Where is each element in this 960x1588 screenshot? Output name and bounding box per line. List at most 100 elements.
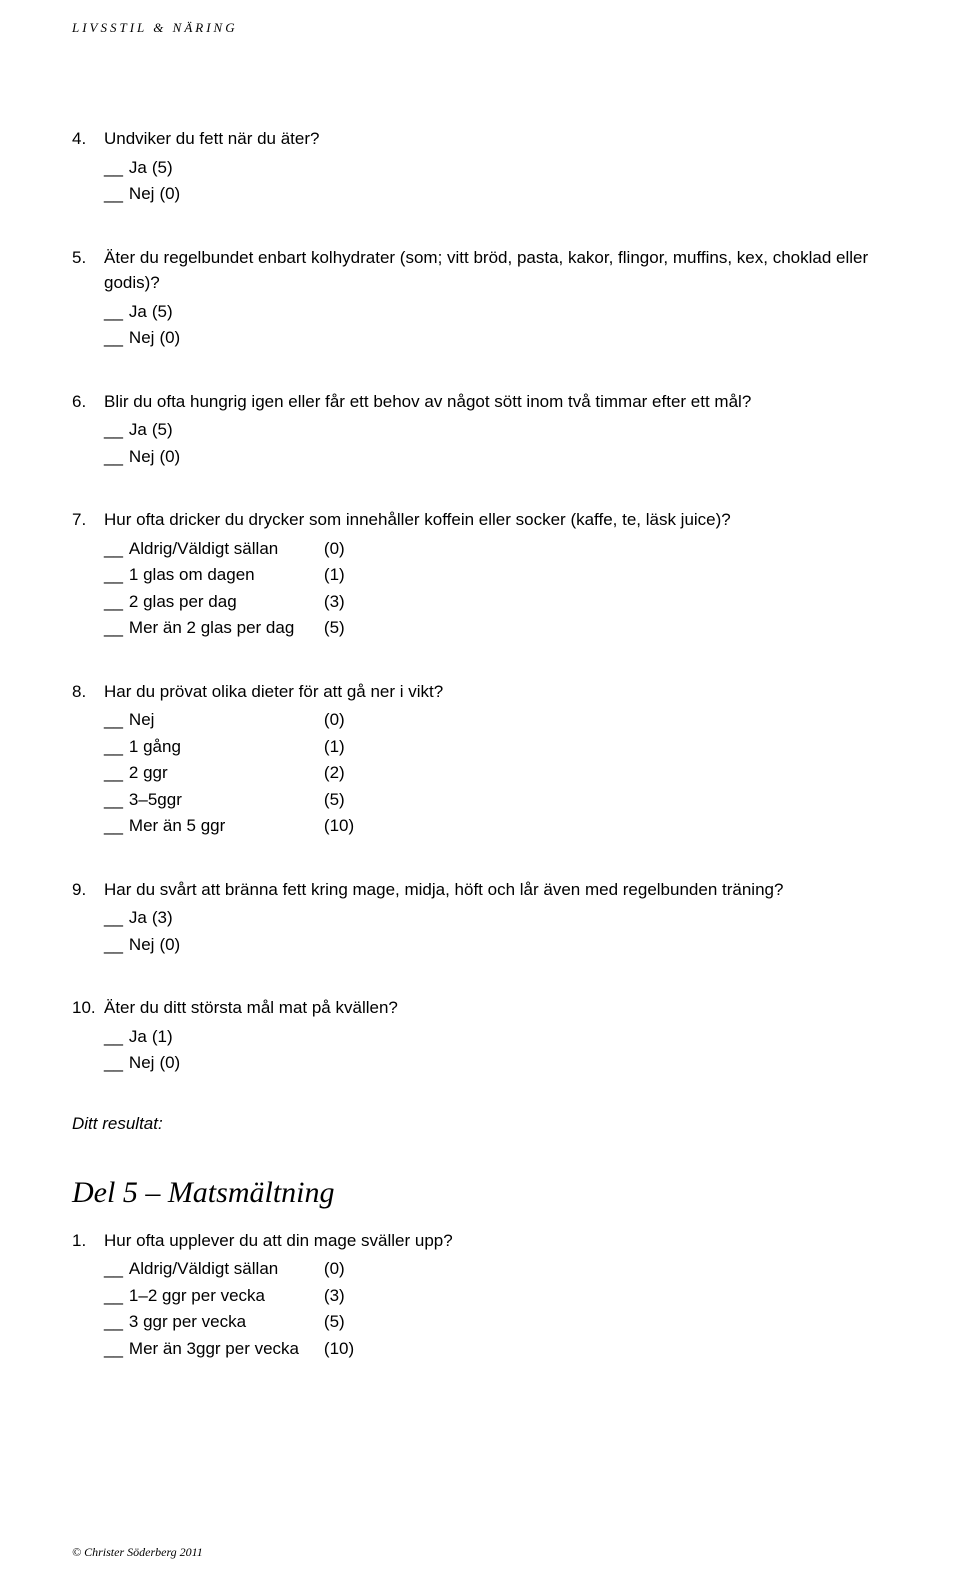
question-number: 10. (72, 995, 104, 1021)
answer-label: Mer än 3ggr per vecka (129, 1336, 324, 1362)
answer-label: Mer än 2 glas per dag (129, 615, 324, 641)
question-line: 9.Har du svårt att bränna fett kring mag… (72, 877, 888, 903)
answer-line: __Mer än 5 ggr(10) (72, 813, 888, 839)
answer-score: (0) (324, 1256, 345, 1282)
answer-line: __1 glas om dagen(1) (72, 562, 888, 588)
answer-label: 3–5ggr (129, 787, 324, 813)
answer-blank[interactable]: __ (104, 325, 123, 351)
answer-line: __3–5ggr(5) (72, 787, 888, 813)
answer-blank[interactable]: __ (104, 536, 123, 562)
question-line: 1.Hur ofta upplever du att din mage sväl… (72, 1228, 888, 1254)
answer-line: __Aldrig/Väldigt sällan(0) (72, 1256, 888, 1282)
answer-line: __Ja (5) (72, 155, 888, 181)
answer-label: 1–2 ggr per vecka (129, 1283, 324, 1309)
answer-label: 1 gång (129, 734, 324, 760)
question-block: 9.Har du svårt att bränna fett kring mag… (72, 877, 888, 958)
answer-score: (0) (159, 444, 180, 470)
question-number: 9. (72, 877, 104, 903)
question-line: 7.Hur ofta dricker du drycker som innehå… (72, 507, 888, 533)
question-text: Har du svårt att bränna fett kring mage,… (104, 877, 888, 903)
answer-score: (1) (324, 734, 345, 760)
question-number: 6. (72, 389, 104, 415)
answer-blank[interactable]: __ (104, 932, 123, 958)
question-number: 5. (72, 245, 104, 296)
answer-line: __Nej (0) (72, 181, 888, 207)
questions-part2: 1.Hur ofta upplever du att din mage sväl… (72, 1228, 888, 1362)
answer-blank[interactable]: __ (104, 589, 123, 615)
answer-blank[interactable]: __ (104, 734, 123, 760)
answer-blank[interactable]: __ (104, 562, 123, 588)
answer-score: (3) (152, 905, 173, 931)
question-number: 1. (72, 1228, 104, 1254)
answer-blank[interactable]: __ (104, 1050, 123, 1076)
answer-line: __Nej (0) (72, 325, 888, 351)
answer-blank[interactable]: __ (104, 813, 123, 839)
answer-line: __Nej (0) (72, 1050, 888, 1076)
question-block: 10.Äter du ditt största mål mat på kväll… (72, 995, 888, 1076)
answer-blank[interactable]: __ (104, 1024, 123, 1050)
answer-blank[interactable]: __ (104, 155, 123, 181)
answer-blank[interactable]: __ (104, 905, 123, 931)
answer-score: (10) (324, 1336, 354, 1362)
question-block: 1.Hur ofta upplever du att din mage sväl… (72, 1228, 888, 1362)
question-block: 4.Undviker du fett när du äter?__Ja (5)_… (72, 126, 888, 207)
question-line: 8.Har du prövat olika dieter för att gå … (72, 679, 888, 705)
question-line: 6.Blir du ofta hungrig igen eller får et… (72, 389, 888, 415)
page-header: LIVSSTIL & NÄRING (72, 20, 888, 36)
answer-blank[interactable]: __ (104, 1256, 123, 1282)
answer-line: __Nej (0) (72, 932, 888, 958)
answer-blank[interactable]: __ (104, 1336, 123, 1362)
question-block: 8.Har du prövat olika dieter för att gå … (72, 679, 888, 839)
answer-blank[interactable]: __ (104, 417, 123, 443)
answer-score: (2) (324, 760, 345, 786)
question-block: 5.Äter du regelbundet enbart kolhydrater… (72, 245, 888, 351)
answer-label: Nej (129, 325, 155, 351)
answer-label: Nej (129, 1050, 155, 1076)
answer-label: Ja (129, 1024, 147, 1050)
answer-label: Mer än 5 ggr (129, 813, 324, 839)
answer-label: Ja (129, 299, 147, 325)
answer-label: Aldrig/Väldigt sällan (129, 1256, 324, 1282)
question-text: Undviker du fett när du äter? (104, 126, 888, 152)
answer-blank[interactable]: __ (104, 1309, 123, 1335)
answer-label: Ja (129, 417, 147, 443)
question-text: Har du prövat olika dieter för att gå ne… (104, 679, 888, 705)
answer-score: (1) (324, 562, 345, 588)
answer-blank[interactable]: __ (104, 181, 123, 207)
answer-line: __1 gång(1) (72, 734, 888, 760)
answer-line: __Nej(0) (72, 707, 888, 733)
question-line: 5.Äter du regelbundet enbart kolhydrater… (72, 245, 888, 296)
answer-blank[interactable]: __ (104, 760, 123, 786)
answer-line: __Mer än 3ggr per vecka(10) (72, 1336, 888, 1362)
answer-blank[interactable]: __ (104, 299, 123, 325)
answer-blank[interactable]: __ (104, 444, 123, 470)
answer-score: (5) (152, 417, 173, 443)
question-text: Hur ofta dricker du drycker som innehåll… (104, 507, 888, 533)
answer-label: 2 ggr (129, 760, 324, 786)
answer-score: (0) (159, 932, 180, 958)
answer-score: (10) (324, 813, 354, 839)
answer-label: 2 glas per dag (129, 589, 324, 615)
answer-line: __Mer än 2 glas per dag(5) (72, 615, 888, 641)
question-number: 7. (72, 507, 104, 533)
answer-line: __Aldrig/Väldigt sällan(0) (72, 536, 888, 562)
answer-score: (5) (324, 787, 345, 813)
answer-blank[interactable]: __ (104, 615, 123, 641)
answer-score: (5) (152, 299, 173, 325)
answer-line: __Ja (3) (72, 905, 888, 931)
answer-label: 1 glas om dagen (129, 562, 324, 588)
answer-label: Ja (129, 905, 147, 931)
answer-blank[interactable]: __ (104, 707, 123, 733)
questions-part1: 4.Undviker du fett när du äter?__Ja (5)_… (72, 126, 888, 1076)
answer-blank[interactable]: __ (104, 1283, 123, 1309)
answer-label: Nej (129, 932, 155, 958)
question-block: 7.Hur ofta dricker du drycker som innehå… (72, 507, 888, 641)
answer-score: (0) (324, 707, 345, 733)
question-text: Äter du ditt största mål mat på kvällen? (104, 995, 888, 1021)
answer-line: __2 glas per dag(3) (72, 589, 888, 615)
answer-label: Nej (129, 444, 155, 470)
question-line: 10.Äter du ditt största mål mat på kväll… (72, 995, 888, 1021)
answer-label: Aldrig/Väldigt sällan (129, 536, 324, 562)
answer-blank[interactable]: __ (104, 787, 123, 813)
answer-line: __1–2 ggr per vecka(3) (72, 1283, 888, 1309)
